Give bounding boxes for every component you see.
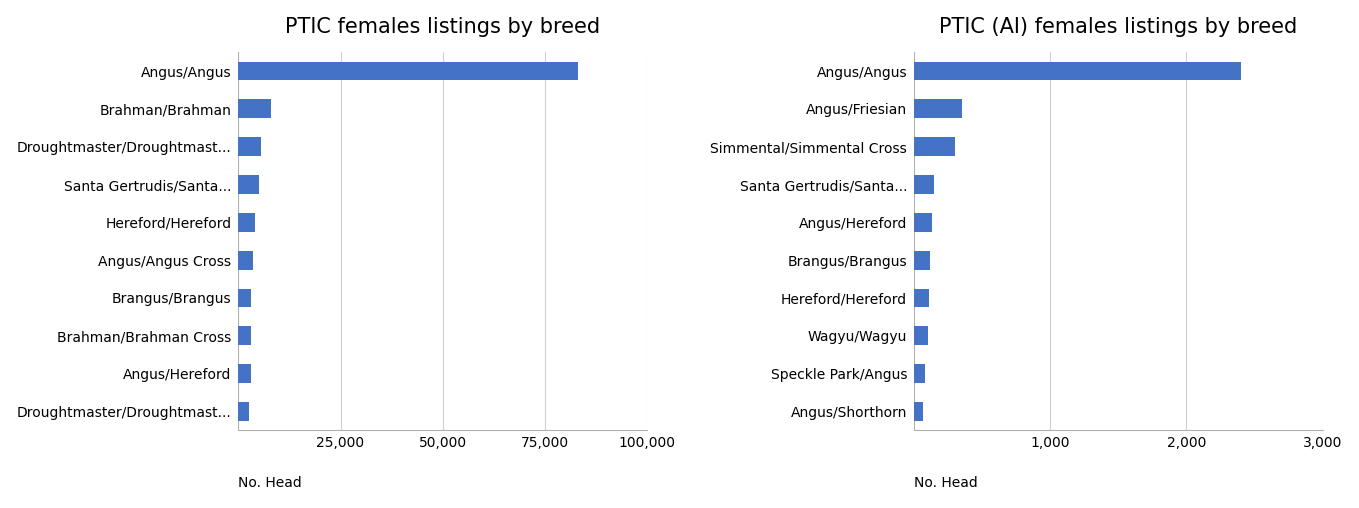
- Bar: [238, 326, 250, 345]
- Bar: [238, 402, 249, 421]
- Text: No. Head: No. Head: [238, 476, 302, 490]
- Bar: [238, 251, 253, 270]
- Bar: [238, 289, 250, 307]
- Bar: [238, 61, 578, 80]
- Bar: [915, 175, 935, 194]
- Bar: [915, 61, 1241, 80]
- Bar: [238, 137, 261, 156]
- Title: PTIC females listings by breed: PTIC females listings by breed: [285, 17, 601, 37]
- Bar: [915, 402, 924, 421]
- Title: PTIC (AI) females listings by breed: PTIC (AI) females listings by breed: [939, 17, 1298, 37]
- Bar: [238, 213, 254, 232]
- Bar: [915, 364, 925, 383]
- Bar: [238, 364, 250, 383]
- Text: No. Head: No. Head: [915, 476, 977, 490]
- Bar: [238, 175, 258, 194]
- Bar: [238, 100, 270, 118]
- Bar: [915, 213, 932, 232]
- Bar: [915, 289, 930, 307]
- Bar: [915, 100, 962, 118]
- Bar: [915, 326, 928, 345]
- Bar: [915, 137, 955, 156]
- Bar: [915, 251, 931, 270]
